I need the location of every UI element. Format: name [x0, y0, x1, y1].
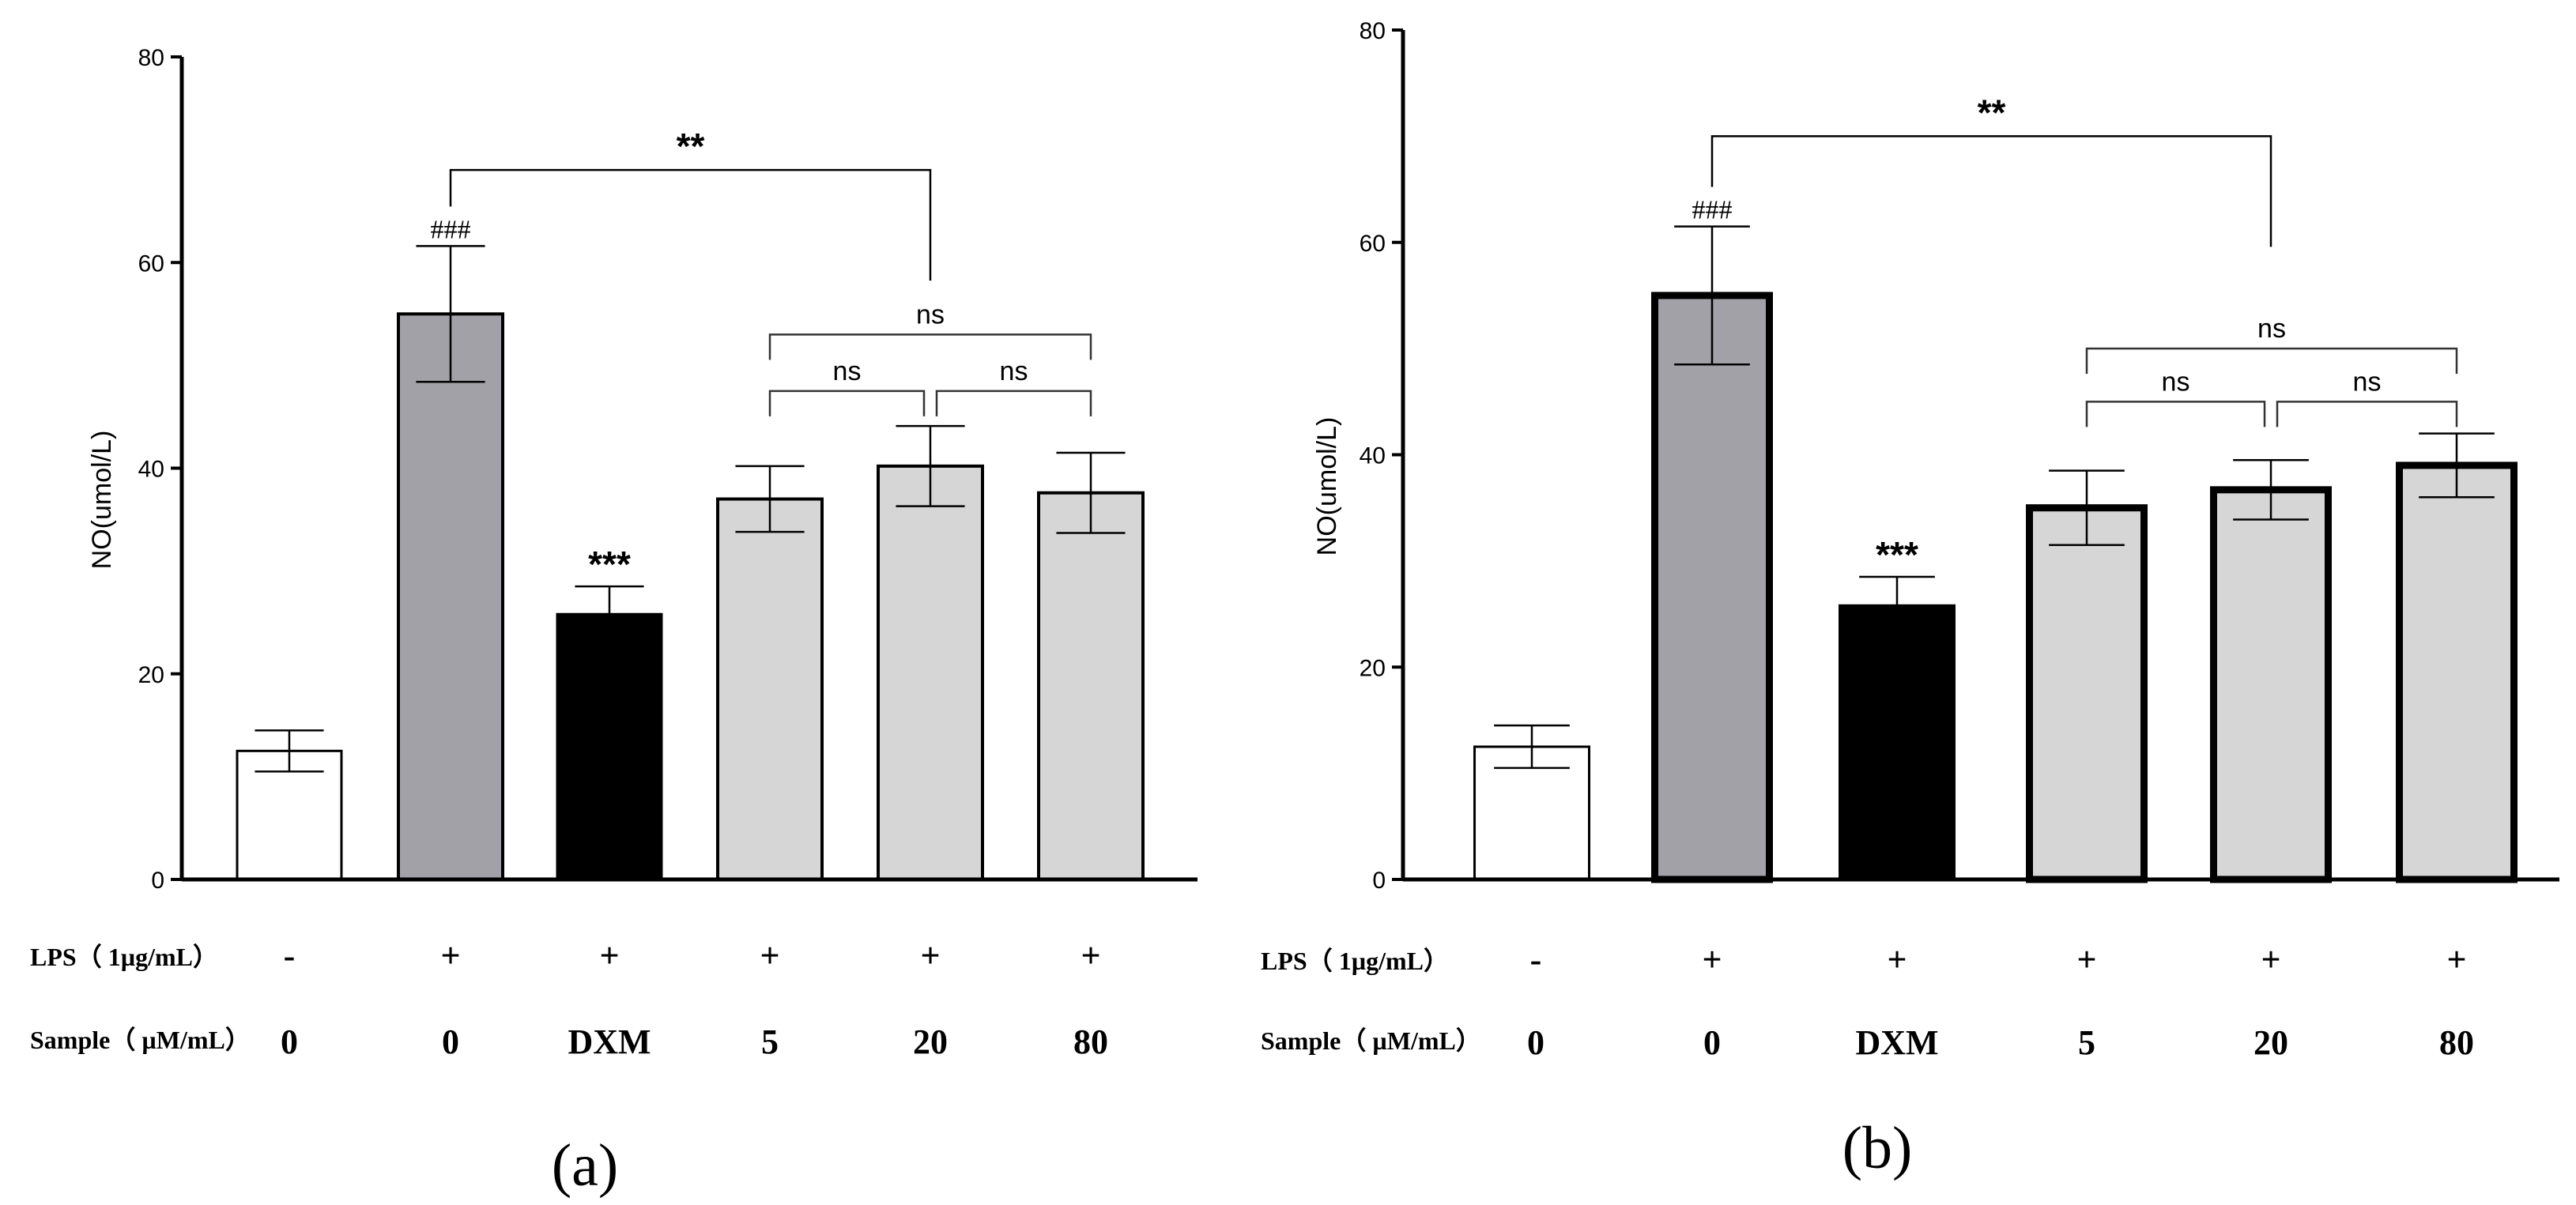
sample-value-2: 0: [1703, 1023, 1721, 1062]
y-tick-label: 40: [138, 457, 164, 483]
significance-hash: ###: [431, 215, 471, 244]
sample-value-6: 80: [1073, 1022, 1108, 1061]
y-tick-label: 20: [138, 662, 164, 688]
lps-row-label: LPS（ 1µg/mL）: [1261, 947, 1449, 975]
y-tick-label: 60: [1360, 231, 1386, 257]
comparison-bracket-2: [768, 333, 1092, 360]
y-tick-label: 20: [1360, 655, 1386, 681]
bar-4: [2026, 504, 2148, 883]
lps-value-4: +: [2076, 940, 2096, 979]
y-tick-label: 0: [151, 868, 164, 894]
comparison-label-4: ns: [1000, 356, 1028, 386]
bar-6: [1037, 491, 1145, 881]
y-axis-title: NO(umol/L): [1312, 417, 1342, 556]
sample-value-5: 20: [913, 1022, 948, 1061]
sample-value-1: 0: [1527, 1023, 1544, 1062]
y-axis-title: NO(umol/L): [87, 431, 117, 570]
y-tick-label: 40: [1360, 443, 1386, 469]
significance-stars: ***: [588, 544, 631, 585]
significance-stars: ***: [1876, 534, 1918, 575]
sample-value-3: DXM: [568, 1022, 651, 1061]
bar-5: [877, 464, 984, 881]
y-tick-label: 0: [1372, 868, 1386, 894]
lps-value-5: +: [920, 936, 940, 975]
sample-value-1: 0: [281, 1022, 298, 1061]
sample-value-2: 0: [442, 1022, 459, 1061]
bar-2: [1651, 292, 1773, 883]
comparison-bracket-4: [935, 390, 1092, 416]
y-tick-label: 80: [1360, 18, 1386, 44]
lps-value-1: -: [284, 936, 296, 975]
bar-6: [2396, 461, 2518, 883]
lps-value-3: +: [599, 936, 619, 975]
y-tick-label: 60: [138, 250, 164, 277]
comparison-bracket-2: [2085, 347, 2458, 375]
lps-value-4: +: [760, 936, 779, 975]
sample-value-5: 20: [2254, 1023, 2288, 1062]
comparison-label-1: **: [677, 126, 705, 167]
comparison-label-3: ns: [2162, 367, 2190, 397]
lps-row-label: LPS（ 1µg/mL）: [30, 943, 218, 971]
comparison-bracket-1: [449, 168, 932, 281]
lps-value-5: +: [2261, 940, 2280, 979]
lps-value-2: +: [1702, 940, 1722, 979]
comparison-label-4: ns: [2353, 367, 2382, 397]
comparison-label-2: ns: [2257, 314, 2286, 344]
lps-value-2: +: [440, 936, 460, 975]
comparison-bracket-3: [768, 390, 926, 416]
sample-value-3: DXM: [1855, 1023, 1938, 1062]
panel-label: (b): [1842, 1115, 1913, 1181]
comparison-bracket-1: [1710, 135, 2272, 247]
panel-label: (a): [552, 1132, 618, 1199]
lps-value-3: +: [1887, 940, 1907, 979]
comparison-label-1: **: [1978, 92, 2006, 133]
sample-value-4: 5: [761, 1022, 779, 1061]
comparison-label-2: ns: [916, 299, 945, 329]
lps-value-1: -: [1530, 940, 1542, 979]
lps-value-6: +: [2446, 940, 2466, 979]
lps-value-6: +: [1081, 936, 1100, 975]
bar-3: [556, 612, 663, 881]
sample-row-label: Sample（ µM/mL）: [30, 1026, 251, 1054]
bar-5: [2210, 486, 2332, 883]
y-tick-label: 80: [138, 45, 164, 71]
comparison-label-3: ns: [833, 356, 862, 386]
sample-row-label: Sample（ µM/mL）: [1261, 1026, 1481, 1055]
comparison-bracket-4: [2276, 401, 2458, 427]
significance-hash: ###: [1692, 196, 1733, 225]
bar-2: [397, 312, 504, 881]
sample-value-4: 5: [2078, 1023, 2095, 1062]
sample-value-6: 80: [2439, 1023, 2474, 1062]
bar-3: [1839, 604, 1956, 881]
comparison-bracket-3: [2085, 401, 2266, 427]
bar-4: [716, 497, 824, 881]
